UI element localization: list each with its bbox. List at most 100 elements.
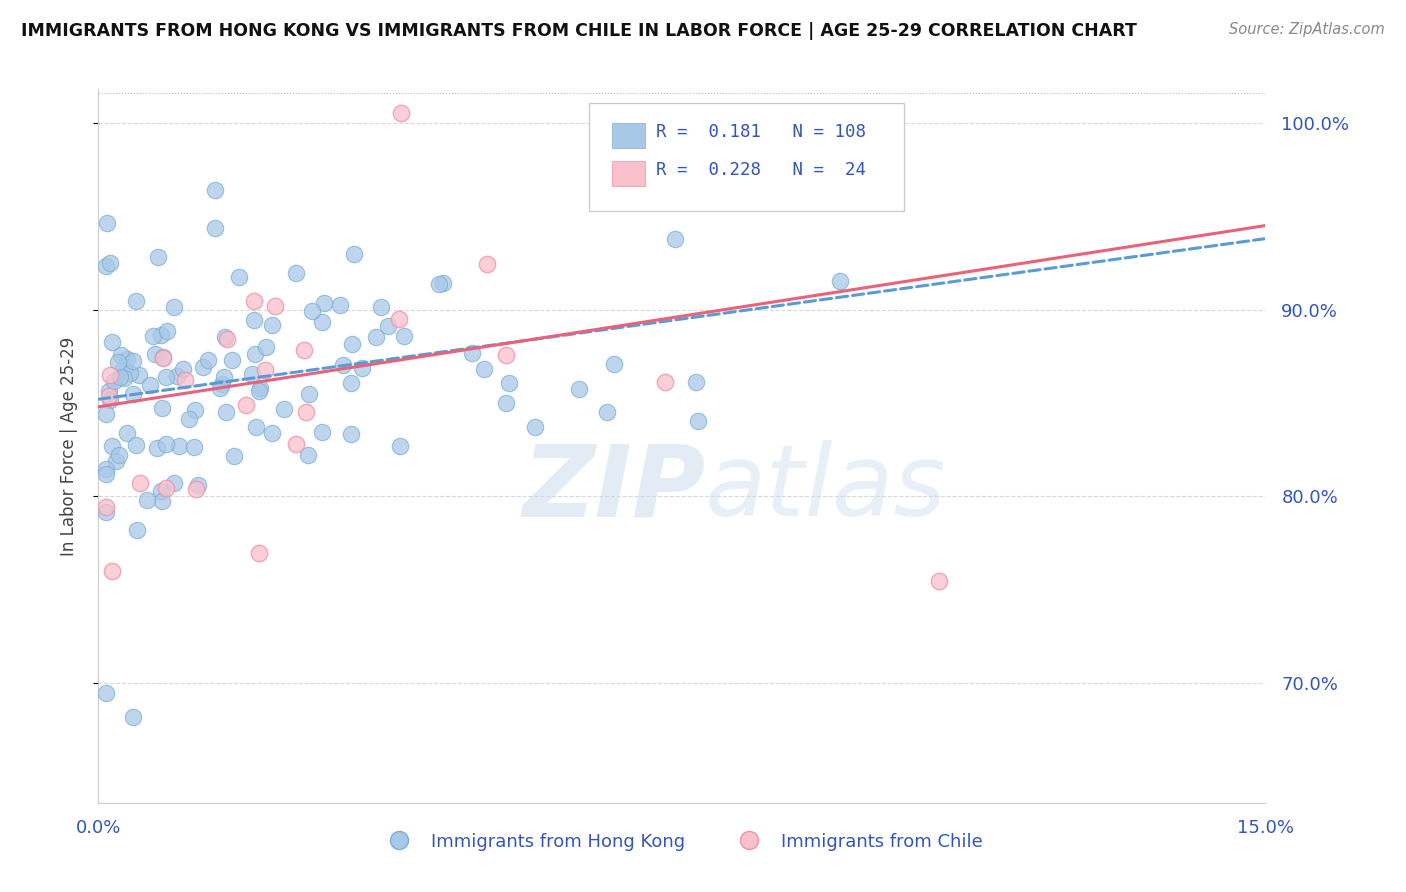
Point <box>155 481 177 495</box>
Text: Source: ZipAtlas.com: Source: ZipAtlas.com <box>1229 22 1385 37</box>
Point <box>150 493 173 508</box>
Point <box>112 360 135 375</box>
Point <box>370 300 392 314</box>
Point <box>495 396 517 410</box>
Point <box>339 376 361 391</box>
Point <box>343 247 366 261</box>
Point <box>254 340 277 354</box>
Point <box>152 350 174 364</box>
Point <box>100 368 122 383</box>
Point <box>146 441 169 455</box>
Point <box>235 398 257 412</box>
Point <box>212 370 235 384</box>
Point <box>117 351 139 366</box>
Point <box>222 449 245 463</box>
Point <box>96 505 118 519</box>
Point <box>163 475 186 490</box>
Point <box>284 266 307 280</box>
Point <box>311 315 333 329</box>
Point <box>155 370 177 384</box>
Point <box>498 376 520 390</box>
Point <box>110 348 132 362</box>
Point <box>122 710 145 724</box>
Point <box>664 232 686 246</box>
Point <box>388 311 411 326</box>
Point <box>495 348 517 362</box>
Point <box>186 482 208 496</box>
Point <box>187 478 209 492</box>
Point <box>96 259 118 273</box>
Point <box>389 438 412 452</box>
Point <box>928 574 950 588</box>
Point <box>183 440 205 454</box>
FancyBboxPatch shape <box>589 103 904 211</box>
Point <box>96 461 118 475</box>
Point <box>163 300 186 314</box>
Point <box>332 358 354 372</box>
Point <box>312 296 335 310</box>
Point <box>208 381 231 395</box>
Point <box>177 411 200 425</box>
Point <box>301 304 323 318</box>
Point <box>136 493 159 508</box>
Point <box>215 404 238 418</box>
Point <box>149 327 172 342</box>
Point <box>150 401 173 415</box>
Point <box>340 336 363 351</box>
Point <box>172 362 194 376</box>
Point <box>105 454 128 468</box>
Point <box>328 298 350 312</box>
Point <box>654 376 676 390</box>
Point <box>311 425 333 439</box>
Point <box>155 436 177 450</box>
Point <box>221 352 243 367</box>
Point <box>184 403 207 417</box>
Point <box>108 448 131 462</box>
Point <box>596 405 619 419</box>
Point <box>298 386 321 401</box>
Point <box>125 438 148 452</box>
Point <box>243 347 266 361</box>
Point <box>112 371 135 385</box>
Point <box>475 257 498 271</box>
Point <box>243 294 266 309</box>
Point <box>228 269 250 284</box>
Point <box>96 467 118 482</box>
Point <box>249 381 271 395</box>
Point <box>295 405 318 419</box>
Point <box>191 359 214 374</box>
Point <box>121 387 143 401</box>
Point <box>149 484 172 499</box>
Point <box>143 347 166 361</box>
Point <box>197 353 219 368</box>
Point <box>262 426 284 441</box>
Point <box>117 425 139 440</box>
Point <box>427 277 450 291</box>
Point <box>377 318 399 333</box>
Point <box>152 351 174 365</box>
Point <box>146 250 169 264</box>
Point <box>96 685 118 699</box>
Point <box>96 500 118 515</box>
Text: R =  0.181   N = 108: R = 0.181 N = 108 <box>657 123 866 141</box>
Point <box>461 346 484 360</box>
Point <box>103 374 125 388</box>
Point <box>389 106 412 120</box>
Point <box>297 448 319 462</box>
Point <box>204 220 226 235</box>
Point <box>364 329 387 343</box>
Point <box>340 426 363 441</box>
Point <box>247 546 270 560</box>
Point <box>273 402 295 417</box>
Point <box>204 183 226 197</box>
Point <box>96 407 118 421</box>
Point <box>260 318 283 332</box>
Point <box>166 369 188 384</box>
Point <box>472 362 495 376</box>
Point <box>97 389 120 403</box>
Point <box>567 382 589 396</box>
Bar <box>612 161 644 186</box>
Text: IMMIGRANTS FROM HONG KONG VS IMMIGRANTS FROM CHILE IN LABOR FORCE | AGE 25-29 CO: IMMIGRANTS FROM HONG KONG VS IMMIGRANTS … <box>21 22 1137 40</box>
Point <box>128 475 150 490</box>
Point <box>142 329 165 343</box>
